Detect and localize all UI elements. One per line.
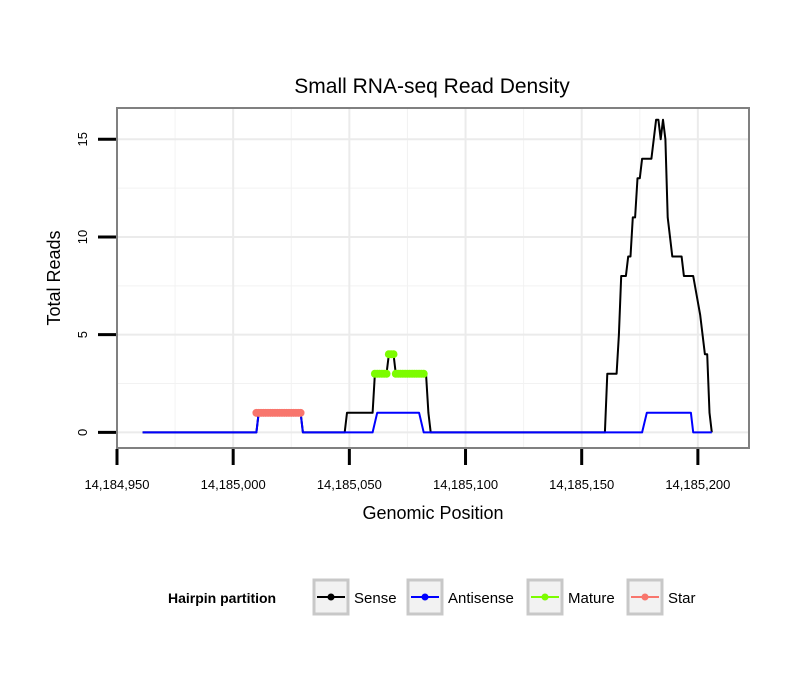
plot-border [116,107,750,449]
legend-key-dot [421,593,429,601]
y-tick-label: 0 [75,429,90,436]
y-axis: 0 5 10 15 [75,132,116,436]
legend-label: Antisense [448,590,514,607]
plot-panel [116,107,750,449]
legend-item-sense: Sense [312,578,397,616]
data-point-mature [389,350,398,359]
x-axis-label: Genomic Position [362,503,503,523]
data-point-mature [382,369,391,378]
legend-key-dot [327,593,335,601]
x-tick-label: 14,184,950 [84,477,149,492]
legend-label: Mature [568,590,615,607]
legend-item-antisense: Antisense [406,578,514,616]
series-segment-mature [391,369,428,378]
x-tick-label: 14,185,050 [317,477,382,492]
legend-key-dot [641,593,649,601]
legend-label: Sense [354,590,397,607]
x-tick-label: 14,185,000 [201,477,266,492]
y-axis-label: Total Reads [44,230,64,325]
series-segment-mature [384,350,398,359]
x-axis: 14,184,950 14,185,000 14,185,050 14,185,100… [84,449,730,492]
y-tick-label: 10 [75,230,90,244]
legend-item-mature: Mature [526,578,615,616]
series-segment-star [252,408,305,417]
legend-label: Star [668,590,696,607]
chart-title: Small RNA-seq Read Density [294,75,570,98]
legend-key-dot [541,593,549,601]
x-tick-label: 14,185,100 [433,477,498,492]
x-tick-label: 14,185,200 [665,477,730,492]
data-point-star [296,408,305,417]
y-tick-label: 5 [75,331,90,338]
series-line-sense [142,118,713,434]
x-tick-label: 14,185,150 [549,477,614,492]
series-layer [142,118,713,434]
series-segment-mature [370,369,391,378]
data-point-mature [419,369,428,378]
legend-item-star: Star [626,578,696,616]
legend: Hairpin partition Sense Antisense Mature St… [168,578,696,616]
legend-title: Hairpin partition [168,590,276,606]
y-tick-label: 15 [75,132,90,146]
